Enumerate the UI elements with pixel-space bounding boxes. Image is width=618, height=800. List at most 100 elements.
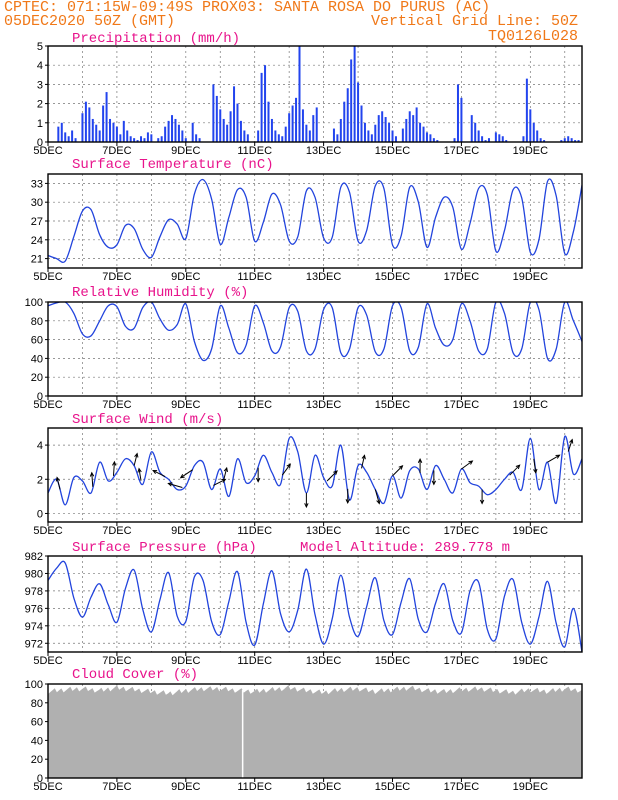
precip-ytick-label: 2	[37, 99, 43, 111]
precip-bar	[357, 82, 360, 142]
wind-ytick-label: 0	[37, 508, 43, 520]
wind-arrow-head	[89, 471, 95, 477]
pressure-xtick-label: 11DEC	[237, 655, 272, 667]
precip-bar	[164, 126, 167, 142]
pressure-xtick-label: 17DEC	[444, 655, 480, 667]
wind-xtick-label: 11DEC	[237, 525, 272, 537]
precip-bar	[367, 130, 370, 142]
precip-bar	[377, 115, 380, 142]
wind-arrow	[213, 478, 226, 486]
humidity-frame	[47, 301, 583, 397]
precip-bar	[181, 130, 184, 142]
precip-bar	[574, 140, 577, 142]
precip-bar	[67, 136, 70, 142]
precip-bar	[401, 128, 404, 142]
precip-bar	[288, 113, 291, 142]
precip-bar	[71, 130, 74, 142]
precip-bar	[298, 46, 301, 142]
humidity-xtick-label: 11DEC	[237, 399, 272, 411]
cloud-panel: Cloud Cover (%) 0 20 40 60 80 100 5DEC 7DEC 9DEC 1…	[25, 667, 583, 793]
humidity-xtick-label: 9DEC	[171, 399, 200, 411]
pressure-panel: Surface Pressure (hPa) Model Altitude: 28…	[25, 540, 583, 667]
cloud-xtick-label: 17DEC	[444, 781, 480, 793]
precip-bar	[81, 113, 84, 142]
precip-bar	[160, 136, 163, 142]
precip-bar	[391, 130, 394, 142]
wind-xtick-label: 9DEC	[171, 525, 200, 537]
wind-arrow-head	[167, 482, 173, 487]
precip-panel: Precipitation (mm/h) 0 1 2 3 4 5 5DEC 7DEC 9DEC 11…	[33, 31, 583, 157]
precip-bar	[470, 115, 473, 142]
precip-bar	[494, 132, 497, 142]
temperature-ytick-label: 21	[31, 254, 43, 266]
precip-bar	[146, 132, 149, 142]
wind-arrow-head	[569, 438, 574, 444]
humidity-xtick-label: 7DEC	[102, 399, 131, 411]
precip-bar	[122, 120, 125, 142]
wind-arrow-head	[137, 467, 142, 473]
wind-arrow-head	[304, 503, 309, 509]
humidity-xtick-label: 17DEC	[444, 399, 480, 411]
wind-arrow	[547, 454, 560, 463]
precip-bar	[539, 138, 542, 142]
wind-arrow-head	[398, 465, 404, 470]
precip-bar	[422, 126, 425, 142]
precip-bar	[226, 124, 229, 142]
wind-ytick-label: 2	[37, 474, 43, 486]
precip-bar	[505, 140, 508, 142]
wind-arrow	[56, 477, 61, 490]
cloud-frame	[47, 683, 583, 779]
humidity-xtick-label: 5DEC	[33, 399, 62, 411]
temperature-xtick-label: 17DEC	[444, 271, 480, 283]
humidity-ytick-label: 100	[25, 297, 43, 309]
wind-arrow-head	[55, 476, 61, 482]
precip-bar	[143, 138, 146, 142]
wind-arrow	[168, 482, 183, 488]
cloud-ytick-label: 40	[31, 735, 43, 747]
precip-bar	[219, 109, 222, 142]
cloud-xtick-label: 15DEC	[375, 781, 411, 793]
header-model-code: TQ0126L028	[488, 28, 578, 45]
precip-bar	[460, 97, 463, 142]
temperature-title: Surface Temperature (nC)	[72, 157, 274, 173]
precip-bar	[126, 130, 129, 142]
precip-xtick-label: 11DEC	[237, 145, 272, 157]
pressure-ytick-label: 978	[25, 586, 43, 598]
cloud-ytick-label: 20	[31, 754, 43, 766]
precip-bar	[215, 95, 218, 142]
humidity-line	[48, 302, 582, 362]
precip-bar	[157, 138, 160, 142]
pressure-ytick-label: 972	[25, 638, 43, 650]
precip-bar	[308, 130, 311, 142]
precip-bar	[84, 101, 87, 142]
wind-xtick-label: 15DEC	[375, 525, 411, 537]
wind-arrow-head	[223, 466, 229, 472]
humidity-panel: Relative Humidity (%) 0 20 40 60 80 100 5DEC 7DE…	[25, 285, 583, 411]
precip-bar	[281, 136, 284, 142]
cloud-title: Cloud Cover (%)	[72, 667, 198, 683]
header-line1: CPTEC: 071:15W-09:49S PROX03: SANTA ROSA…	[4, 0, 490, 16]
humidity-xtick-label: 19DEC	[513, 399, 549, 411]
wind-arrow	[281, 463, 291, 476]
temperature-xtick-label: 7DEC	[102, 271, 131, 283]
precip-bar	[315, 107, 318, 142]
wind-arrow-head	[361, 454, 366, 460]
precip-bar	[415, 107, 418, 142]
precip-bar	[343, 101, 346, 142]
precip-bar	[419, 122, 422, 142]
cloud-ytick-label: 60	[31, 717, 43, 729]
wind-arrow-head	[255, 477, 261, 483]
wind-arrow	[461, 460, 473, 470]
precip-bar	[312, 115, 315, 142]
precip-bar	[233, 86, 236, 142]
wind-frame	[47, 427, 583, 523]
humidity-ytick-label: 40	[31, 353, 43, 365]
precip-ytick-label: 1	[37, 118, 43, 130]
precip-bar	[453, 138, 456, 142]
precip-bar	[167, 120, 170, 142]
precip-bar	[133, 138, 136, 142]
precip-bar	[191, 122, 194, 142]
precip-bar	[570, 138, 573, 142]
precip-bar	[60, 122, 63, 142]
precip-bar	[270, 118, 273, 142]
